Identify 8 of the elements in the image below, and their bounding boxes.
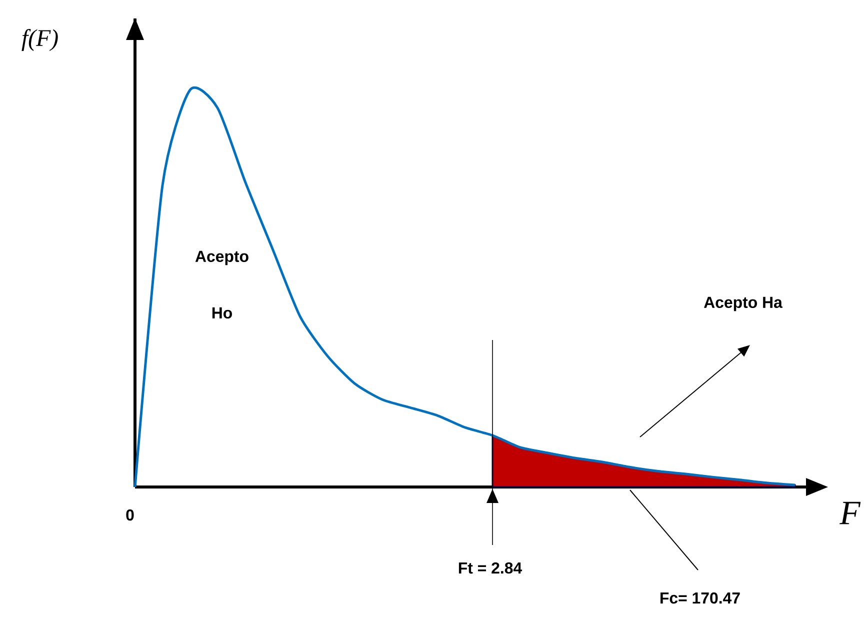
x-axis-title: F [839, 502, 861, 524]
text: Ft = 2.84 [458, 562, 522, 574]
y-axis-title: f(F) [22, 29, 58, 51]
text: Fc= 170.47 [660, 592, 740, 604]
text: 0 [126, 509, 134, 521]
annotation: Acepto [195, 250, 248, 266]
annotation: Acepto Ha [704, 296, 783, 312]
annotation: Ho [212, 307, 232, 319]
